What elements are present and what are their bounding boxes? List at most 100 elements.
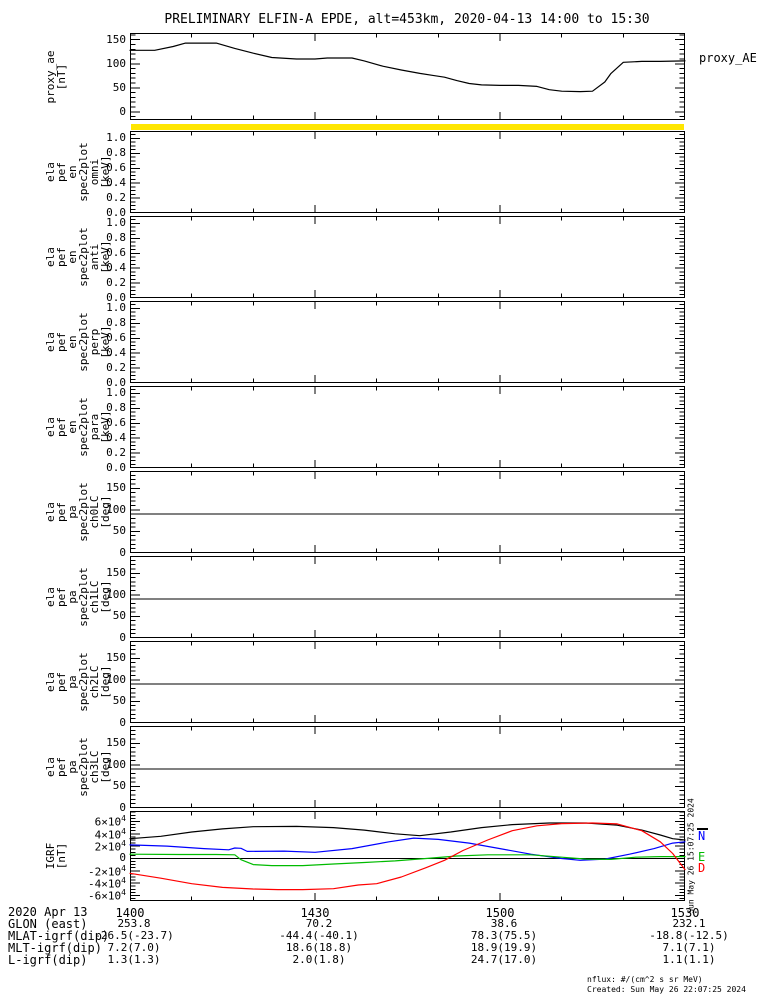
- y-tick-label-ela_pef_en_spec2plot_omni: 0.4: [106, 176, 126, 190]
- series-proxy_AE-line: [129, 42, 686, 93]
- panel-ela_pef_en_spec2plot_para: [130, 386, 685, 468]
- y-axis-label-ela_pef_pa_spec2plot_ch2LC: ela pef pa spec2plot ch2LC [deg]: [44, 652, 112, 712]
- y-tick-label-ela_pef_en_spec2plot_omni: 1.0: [106, 131, 126, 145]
- igrf-legend-D: D: [698, 861, 706, 875]
- axis-frame: [130, 301, 685, 383]
- y-ticks: [131, 811, 684, 900]
- y-axis-label-ela_pef_en_spec2plot_omni: ela pef en spec2plot omni [keV]: [44, 142, 112, 202]
- igrf-total-legend-dash: [697, 828, 708, 830]
- y-tick-label-igrf: 2×104: [94, 839, 126, 854]
- y-axis-label-ela_pef_pa_spec2plot_ch3LC: ela pef pa spec2plot ch3LC [deg]: [44, 737, 112, 797]
- annotation-value: -26.5(-23.7): [94, 929, 174, 942]
- y-tick-label-igrf: 0: [119, 851, 126, 865]
- panel-ela_pef_pa_spec2plot_ch2LC: [130, 641, 685, 723]
- y-axis-label-line: [deg]: [99, 750, 112, 784]
- y-tick-label-ela_pef_en_spec2plot_para: 0.2: [106, 446, 126, 460]
- panel-ela_pef_pa_spec2plot_ch0LC: [130, 471, 685, 553]
- y-ticks: [131, 134, 684, 210]
- y-tick-label-ela_pef_pa_spec2plot_ch3LC: 50: [112, 779, 126, 793]
- x-tick-label-1430: 1430: [300, 906, 330, 920]
- annotation-value: 7.1(7.1): [662, 941, 716, 954]
- y-axis-label-line: [deg]: [99, 495, 112, 529]
- x-ticks: [191, 387, 624, 467]
- y-tick-label-ela_pef_pa_spec2plot_ch2LC: 50: [112, 694, 126, 708]
- y-tick-label-ela_pef_en_spec2plot_anti: 1.0: [106, 216, 126, 230]
- annotation-value: 18.6(18.8): [285, 941, 353, 954]
- panel-ela_pef_pa_spec2plot_ch1LC: [130, 556, 685, 638]
- axis-frame: [130, 33, 685, 120]
- x-axis-date-label: 2020 Apr 13: [8, 905, 88, 919]
- series-N-line: [129, 837, 686, 861]
- x-ticks: [191, 132, 624, 212]
- y-tick-label-ela_pef_en_spec2plot_para: 0.8: [106, 401, 126, 415]
- y-tick-label-ela_pef_pa_spec2plot_ch3LC: 0: [119, 801, 126, 814]
- y-tick-label-ela_pef_en_spec2plot_anti: 0.6: [106, 246, 126, 260]
- side-timestamp: Sun May 26 15:07:25 2024: [686, 798, 696, 914]
- y-tick-label-ela_pef_pa_spec2plot_ch1LC: 50: [112, 609, 126, 623]
- y-tick-label-ela_pef_en_spec2plot_omni: 0.2: [106, 191, 126, 205]
- y-tick-label-ela_pef_en_spec2plot_anti: 0.0: [106, 291, 126, 304]
- y-tick-label-ela_pef_pa_spec2plot_ch0LC: 0: [119, 546, 126, 559]
- x-ticks: [191, 217, 624, 297]
- y-tick-label-ela_pef_pa_spec2plot_ch2LC: 150: [106, 651, 126, 665]
- omni-saturated-strip: [131, 124, 684, 130]
- y-ticks: [131, 219, 684, 295]
- y-tick-label-proxy_ae: 0: [119, 104, 126, 118]
- annotation-row-label: MLT-igrf(dip): [8, 941, 102, 955]
- series-B-line: [129, 822, 686, 841]
- panel-ela_pef_en_spec2plot_omni: [130, 131, 685, 213]
- annotation-value: 253.8: [117, 917, 151, 930]
- y-axis-label-line: [keV]: [99, 155, 112, 189]
- y-tick-label-ela_pef_en_spec2plot_perp: 0.6: [106, 331, 126, 345]
- y-tick-label-ela_pef_en_spec2plot_perp: 0.2: [106, 361, 126, 375]
- y-tick-label-ela_pef_en_spec2plot_para: 0.0: [106, 461, 126, 474]
- y-tick-label-ela_pef_pa_spec2plot_ch2LC: 0: [119, 716, 126, 729]
- y-tick-label-ela_pef_pa_spec2plot_ch0LC: 100: [106, 502, 126, 516]
- panel-igrf: [129, 811, 686, 901]
- annotation-value: 2.0(1.8): [292, 953, 346, 966]
- y-tick-label-ela_pef_en_spec2plot_anti: 0.8: [106, 231, 126, 245]
- y-tick-label-igrf: 4×104: [94, 826, 126, 842]
- y-axis-label-ela_pef_en_spec2plot_anti: ela pef en spec2plot anti [keV]: [44, 227, 112, 287]
- y-axis-label-ela_pef_pa_spec2plot_ch1LC: ela pef pa spec2plot ch1LC [deg]: [44, 567, 112, 627]
- x-ticks: [191, 642, 624, 722]
- y-tick-label-ela_pef_en_spec2plot_perp: 0.0: [106, 376, 126, 389]
- axis-frame: [130, 131, 685, 213]
- axis-frame: [130, 386, 685, 468]
- annotation-row-label: L-igrf(dip): [8, 953, 88, 967]
- y-tick-label-ela_pef_en_spec2plot_para: 1.0: [106, 386, 126, 400]
- y-tick-label-igrf: -6×104: [88, 888, 126, 904]
- y-tick-label-ela_pef_pa_spec2plot_ch2LC: 100: [106, 672, 126, 686]
- y-axis-label-ela_pef_pa_spec2plot_ch0LC: ela pef pa spec2plot ch0LC [deg]: [44, 482, 112, 542]
- y-axis-label-igrf: IGRF [nT]: [44, 843, 68, 870]
- y-tick-label-ela_pef_en_spec2plot_para: 0.4: [106, 431, 126, 445]
- y-ticks: [131, 34, 684, 118]
- annotation-value: 70.2: [305, 917, 333, 930]
- series-E-line: [129, 853, 686, 867]
- y-axis-label-line: [keV]: [99, 240, 112, 274]
- y-tick-label-ela_pef_en_spec2plot_perp: 0.4: [106, 346, 126, 360]
- annotation-value: 1.3(1.3): [107, 953, 161, 966]
- y-tick-label-igrf: -2×104: [88, 863, 126, 879]
- y-tick-label-ela_pef_pa_spec2plot_ch3LC: 100: [106, 757, 126, 771]
- y-tick-label-igrf: -4×104: [88, 876, 126, 891]
- y-tick-label-proxy_ae: 100: [106, 56, 126, 70]
- axis-frame: [130, 811, 685, 901]
- x-ticks: [191, 34, 624, 119]
- igrf-legend-E: E: [698, 850, 706, 864]
- y-ticks: [131, 559, 684, 635]
- annotation-value: 78.3(75.5): [470, 929, 538, 942]
- annotation-value: 24.7(17.0): [470, 953, 538, 966]
- y-axis-label-line: [deg]: [99, 580, 112, 614]
- axis-frame: [130, 641, 685, 723]
- y-axis-label-ela_pef_en_spec2plot_para: ela pef en spec2plot para [keV]: [44, 397, 112, 457]
- y-tick-label-ela_pef_pa_spec2plot_ch1LC: 0: [119, 631, 126, 644]
- y-tick-label-ela_pef_pa_spec2plot_ch3LC: 150: [106, 736, 126, 750]
- x-ticks: [191, 472, 624, 552]
- y-axis-label-proxy_ae: proxy_ae [nT]: [44, 50, 68, 103]
- y-ticks: [131, 304, 684, 380]
- axis-frame: [130, 216, 685, 298]
- panel-ela_pef_pa_spec2plot_ch3LC: [130, 726, 685, 808]
- panel-ela_pef_en_spec2plot_perp: [130, 301, 685, 383]
- created-timestamp: Created: Sun May 26 22:07:25 2024: [587, 985, 746, 994]
